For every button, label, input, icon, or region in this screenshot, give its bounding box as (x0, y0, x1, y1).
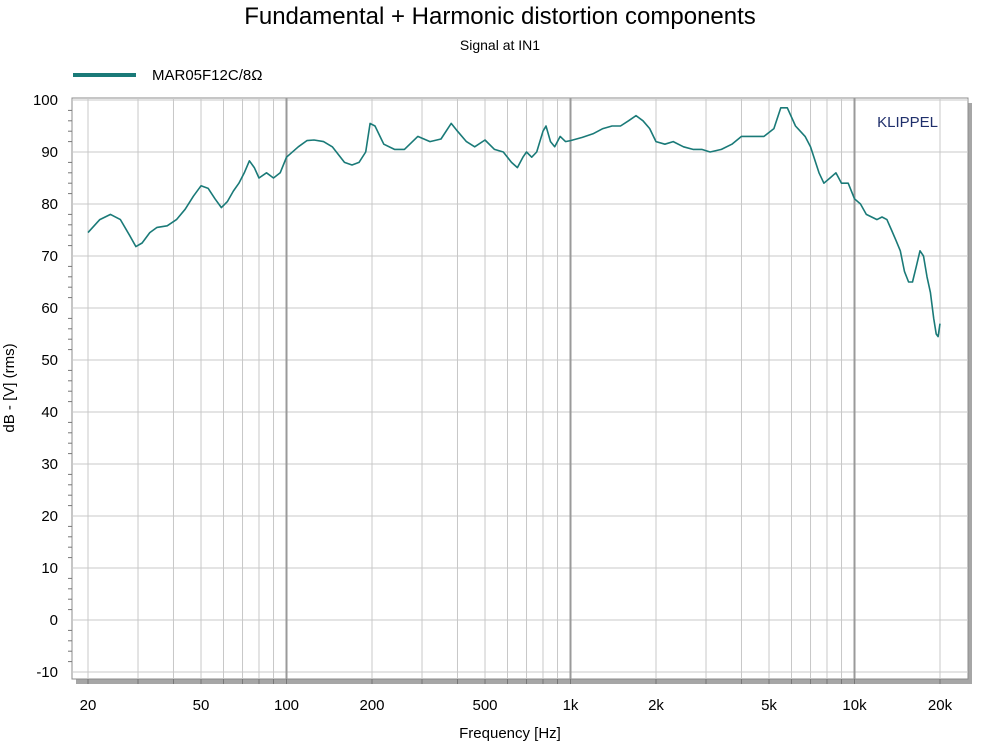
watermark-klippel: KLIPPEL (877, 114, 938, 131)
y-tick-label: -10 (36, 664, 58, 681)
y-tick-label: 20 (41, 508, 58, 525)
x-tick-label: 20k (928, 697, 953, 714)
chart-title: Fundamental + Harmonic distortion compon… (244, 3, 756, 30)
y-tick-label: 60 (41, 300, 58, 317)
x-tick-label: 20 (80, 697, 97, 714)
x-tick-label: 1k (563, 697, 579, 714)
chart-subtitle: Signal at IN1 (460, 37, 540, 53)
x-tick-label: 200 (359, 697, 384, 714)
series-line (87, 107, 941, 338)
y-tick-label: 40 (41, 404, 58, 421)
x-tick-label: 100 (274, 697, 299, 714)
y-tick-label: 30 (41, 456, 58, 473)
y-tick-label: 100 (33, 92, 58, 109)
series-group (87, 107, 941, 338)
x-axis-label: Frequency [Hz] (459, 725, 561, 742)
x-axis-ticks: 20 50 100 200 500 1k 2k 5k 10k 20k (80, 679, 953, 714)
plot-area (71, 97, 969, 680)
y-tick-label: 10 (41, 560, 58, 577)
x-tick-label: 5k (761, 697, 777, 714)
y-tick-label: 50 (41, 352, 58, 369)
y-axis-ticks: -10 0 10 20 30 40 50 60 70 80 90 100 (33, 92, 72, 681)
y-axis-label: dB - [V] (rms) (1, 343, 18, 432)
x-tick-label: 2k (648, 697, 664, 714)
y-tick-label: 90 (41, 144, 58, 161)
legend: MAR05F12C/8Ω (73, 67, 262, 84)
x-tick-label: 50 (193, 697, 210, 714)
x-tick-label: 500 (472, 697, 497, 714)
legend-label: MAR05F12C/8Ω (152, 67, 262, 84)
x-tick-label: 10k (842, 697, 867, 714)
grid (72, 98, 968, 679)
y-tick-label: 0 (50, 612, 58, 629)
y-tick-label: 70 (41, 248, 58, 265)
y-tick-label: 80 (41, 196, 58, 213)
